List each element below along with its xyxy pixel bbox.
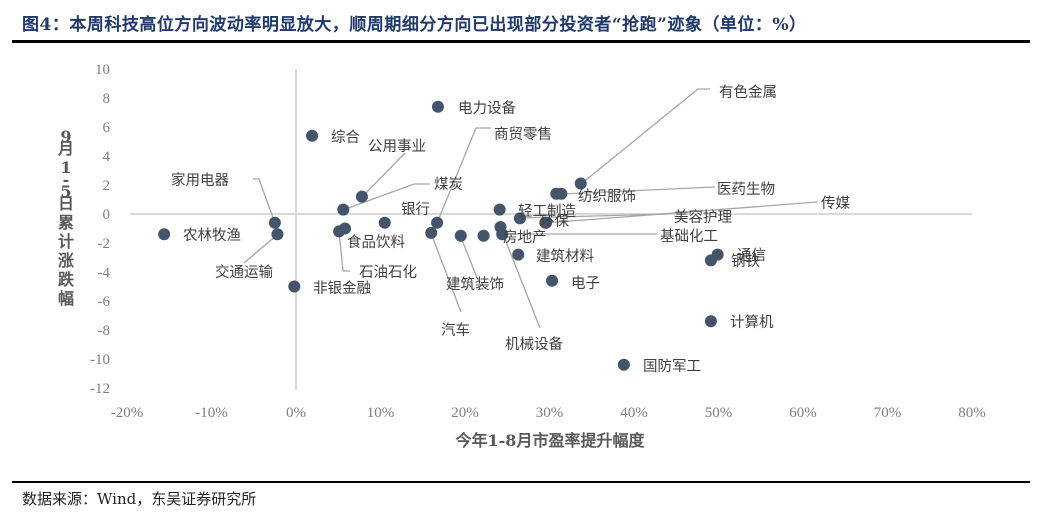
point-label: 有色金属 [719, 84, 777, 101]
x-tick-label: 40% [620, 405, 648, 421]
data-point [540, 216, 553, 229]
y-tick-label: 0 [103, 207, 111, 223]
data-point [493, 203, 506, 216]
scatter-chart: 10 8 6 4 2 0 -2 -4 -6 -8 -10 -12 -20% -10% 0% 10% 20% 30… [57, 62, 986, 450]
y-tick-label: 6 [103, 120, 111, 136]
point-label: 建筑装饰 [446, 276, 504, 293]
data-point [546, 274, 559, 287]
point-label: 建筑材料 [536, 248, 594, 265]
data-point [271, 228, 284, 241]
x-tick-label: 50% [705, 405, 733, 421]
data-point [306, 129, 319, 142]
point-label: 传媒 [821, 195, 850, 212]
x-tick-label: 80% [958, 405, 986, 421]
y-tick-label: -10 [90, 352, 110, 368]
point-label: 商贸零售 [494, 126, 552, 143]
data-point [496, 228, 509, 241]
data-point [512, 248, 525, 261]
point-label: 房地产 [503, 229, 547, 246]
bottom-divider [12, 481, 1030, 483]
point-label: 国防军工 [643, 358, 701, 375]
x-tick-label: 0% [286, 405, 306, 421]
point-label: 机械设备 [505, 336, 563, 353]
x-tick-label: 20% [451, 405, 479, 421]
chart-title: 图4：本周科技高位方向波动率明显放大，顺周期细分方向已出现部分投资者“抢跑”迹象… [22, 15, 807, 35]
x-axis-ticks: -20% -10% 0% 10% 20% 30% 40% 50% 60% 70% 80% [111, 405, 986, 421]
x-tick-label: 60% [789, 405, 817, 421]
data-point [617, 358, 630, 371]
data-point [574, 177, 587, 190]
point-label: 轻工制造 [518, 203, 576, 220]
data-point [431, 100, 444, 113]
point-label: 家用电器 [171, 172, 229, 189]
data-point [454, 229, 467, 242]
point-label: 交通运输 [215, 263, 273, 281]
data-point [431, 216, 444, 229]
point-label: 通信 [737, 247, 766, 264]
x-axis-title: 今年1-8月市盈率提升幅度 [455, 431, 646, 450]
y-tick-label: 2 [103, 178, 111, 194]
y-axis-ticks: 10 8 6 4 2 0 -2 -4 -6 -8 -10 -12 [90, 62, 111, 397]
point-label: 纺织服饰 [578, 188, 636, 205]
data-point [337, 203, 350, 216]
x-tick-label: 30% [536, 405, 564, 421]
data-source: 数据来源：Wind，东吴证券研究所 [22, 490, 257, 508]
y-tick-label: -6 [98, 294, 111, 310]
data-point [355, 190, 368, 203]
y-tick-label: -8 [98, 323, 111, 339]
y-tick-label: 8 [103, 91, 111, 107]
point-label: 非银金融 [313, 280, 371, 297]
data-point [158, 228, 171, 241]
data-point [268, 216, 281, 229]
point-label: 煤炭 [434, 176, 463, 193]
data-point [425, 226, 438, 239]
data-point [513, 212, 526, 225]
point-label: 农林牧渔 [183, 227, 241, 244]
data-point [288, 280, 301, 293]
data-point [704, 315, 717, 328]
x-tick-label: 70% [874, 405, 902, 421]
y-axis-title: 9 月 1 -5 日累计涨跌幅 [57, 127, 75, 308]
point-label: 石油石化 [359, 264, 417, 281]
point-label: 医药生物 [717, 181, 775, 198]
data-point [378, 216, 391, 229]
y-tick-label: -12 [90, 381, 110, 397]
data-point [333, 225, 346, 238]
top-divider [12, 40, 1030, 43]
point-label: 公用事业 [368, 138, 426, 155]
point-label: 电力设备 [458, 100, 516, 117]
data-points [158, 100, 724, 371]
y-tick-label: -2 [98, 236, 111, 252]
point-label: 钢铁 [731, 253, 760, 270]
x-tick-label: 10% [367, 405, 395, 421]
point-label: 美容护理 [674, 209, 732, 226]
point-label: 综合 [331, 129, 360, 146]
point-label: 环保 [540, 213, 569, 230]
point-label: 银行 [401, 201, 430, 218]
x-tick-label: -20% [111, 405, 144, 421]
point-label: 计算机 [730, 314, 774, 331]
data-point [477, 229, 490, 242]
y-tick-label: -4 [98, 265, 111, 281]
data-point [704, 254, 717, 267]
x-tick-label: -10% [195, 405, 228, 421]
point-label: 电子 [571, 275, 600, 292]
y-tick-label: 4 [103, 149, 111, 165]
y-tick-label: 10 [95, 62, 110, 78]
point-label: 汽车 [441, 322, 470, 339]
data-point [555, 187, 568, 200]
point-label: 食品饮料 [347, 234, 405, 251]
point-label: 基础化工 [660, 228, 718, 245]
